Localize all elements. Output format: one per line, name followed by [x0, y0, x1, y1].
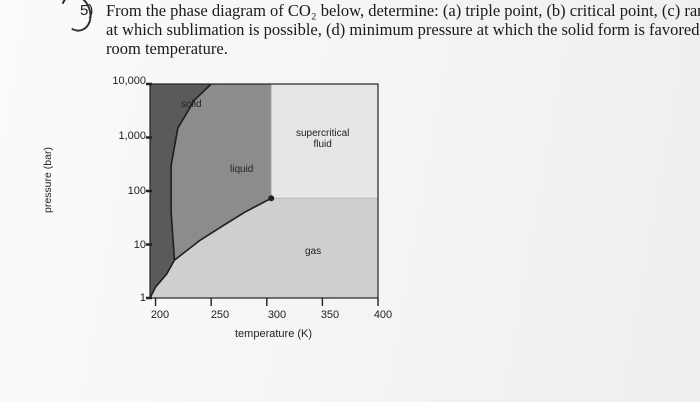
y-tick-label: 10 — [133, 239, 146, 251]
y-tick-label: 1 — [139, 292, 146, 304]
question-line-1: From the phase diagram of CO₂ below, det… — [106, 1, 700, 20]
x-tick-label: 400 — [373, 309, 393, 321]
y-tick-label: 1,000 — [118, 130, 146, 142]
question-line-3: room temperature. — [106, 39, 228, 58]
vaporization-curve — [173, 197, 272, 261]
x-tick-label: 300 — [267, 309, 287, 321]
region-label-gas: gas — [305, 246, 322, 257]
x-tick-label: 200 — [150, 309, 170, 321]
y-axis-label: pressure (bar) — [42, 147, 54, 213]
x-tick-label: 350 — [320, 309, 340, 321]
region-label-solid: solid — [181, 99, 202, 110]
y-tick-label: 10,000 — [112, 75, 146, 87]
question-text: From the phase diagram of CO₂ below, det… — [106, 1, 700, 58]
supercritical-region — [271, 84, 378, 199]
x-tick-label: 250 — [210, 309, 230, 321]
critical-point-marker — [268, 195, 275, 202]
melting-curve — [170, 83, 212, 261]
region-label-supercritical-line2: fluid — [313, 139, 332, 150]
region-label-supercritical: supercritical fluid — [296, 128, 349, 150]
liquid-region — [171, 84, 272, 261]
x-axis-label: temperature (K) — [235, 328, 313, 340]
solid-region — [150, 84, 212, 298]
y-tick-label: 100 — [127, 185, 146, 197]
region-label-liquid: liquid — [230, 164, 254, 175]
question-line-2: at which sublimation is possible, (d) mi… — [106, 20, 700, 39]
sublimation-curve — [149, 259, 176, 299]
region-label-supercritical-line1: supercritical — [296, 128, 350, 139]
question-number: 5) — [80, 2, 94, 19]
